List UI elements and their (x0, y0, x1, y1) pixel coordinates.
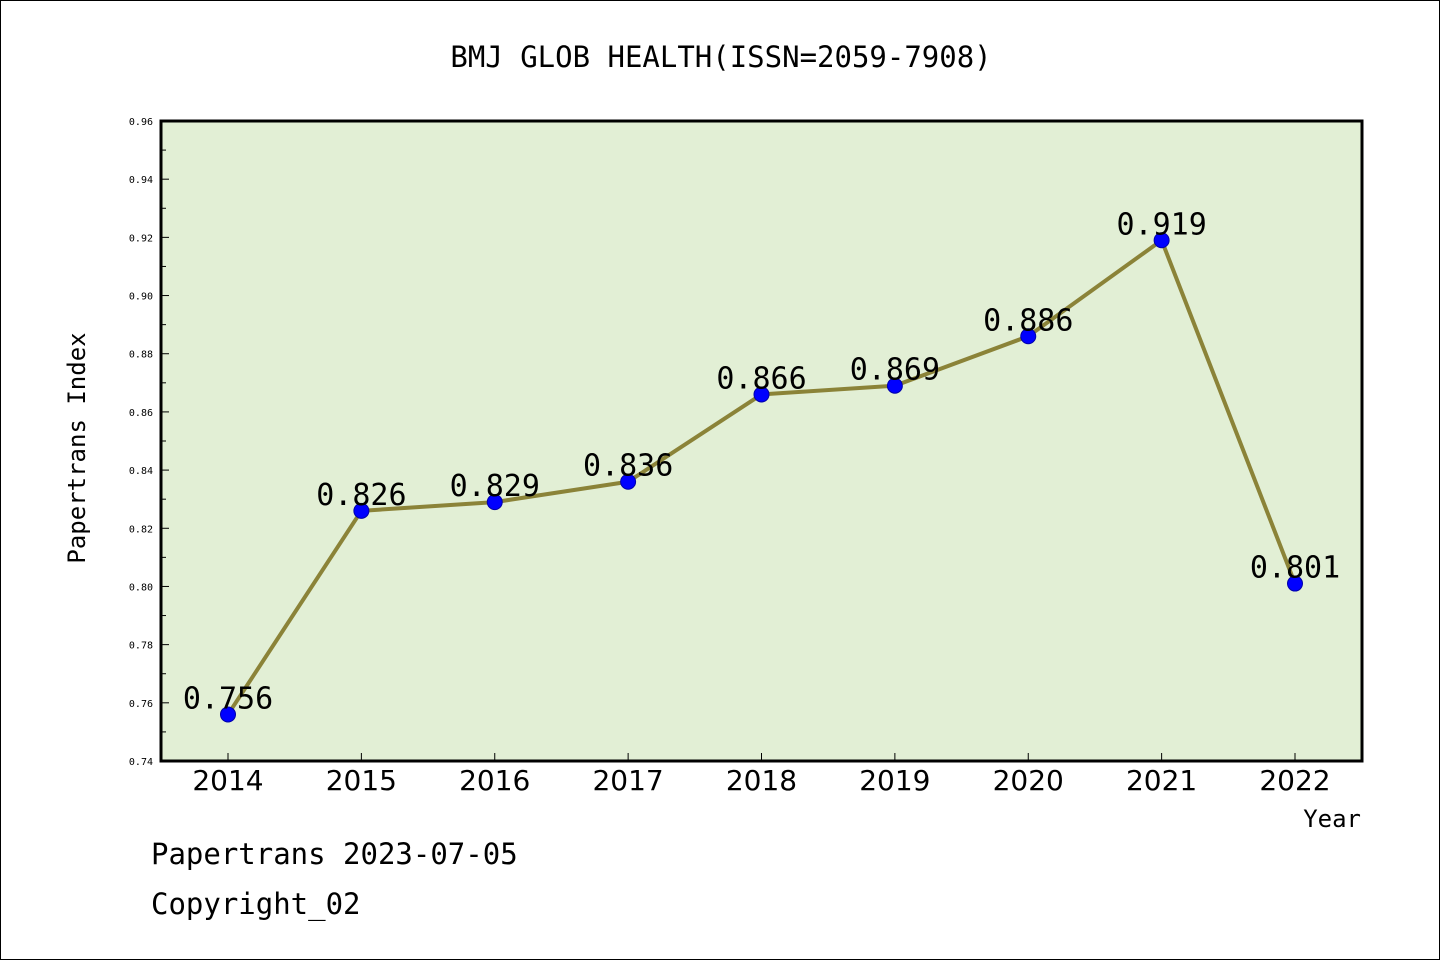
series-papertrans-index (220, 232, 1303, 723)
footer-date: Papertrans 2023-07-05 (151, 837, 518, 871)
chart-title: BMJ GLOB HEALTH(ISSN=2059-7908) (450, 40, 991, 74)
x-tick-label: 2014 (192, 764, 263, 797)
x-tick-label: 2021 (1126, 764, 1197, 797)
data-label: 0.869 (850, 353, 940, 388)
y-axis-title: Papertrans Index (63, 332, 91, 563)
data-point (220, 706, 236, 723)
x-tick-label: 2015 (326, 764, 397, 797)
data-label: 0.886 (983, 303, 1073, 338)
y-tick-label: 0.86 (129, 408, 153, 419)
data-point (353, 502, 370, 519)
data-point (1020, 328, 1037, 345)
x-tick-label: 2017 (592, 764, 663, 797)
y-axis: 0.74 0.76 0.78 0.80 0.82 0.84 0.86 0.88 0.90 0.92… (129, 117, 169, 768)
data-labels: 0.756 0.826 0.829 0.836 0.866 0.869 0.886 0.919… (183, 207, 1340, 716)
data-label: 0.829 (450, 469, 540, 504)
data-point (486, 494, 503, 511)
footer-copyright: Copyright_02 (151, 887, 361, 921)
x-tick-label: 2019 (859, 764, 930, 797)
x-tick-label: 2022 (1259, 764, 1330, 797)
data-label: 0.756 (183, 681, 273, 716)
y-tick-label: 0.80 (129, 582, 153, 593)
y-tick-label: 0.94 (129, 175, 153, 186)
data-point (1287, 575, 1303, 592)
y-tick-label: 0.88 (129, 350, 153, 361)
plot-area (159, 119, 1364, 763)
x-axis: 2014 2015 2016 2017 2018 2019 2020 2021 2022 (192, 753, 1331, 797)
y-tick-label: 0.78 (129, 641, 153, 652)
data-label: 0.919 (1116, 207, 1206, 242)
x-axis-title: Year (1303, 805, 1361, 833)
x-tick-label: 2016 (459, 764, 530, 797)
y-tick-label: 0.96 (129, 117, 153, 128)
y-tick-label: 0.84 (129, 466, 153, 477)
y-tick-label: 0.74 (129, 757, 153, 768)
x-tick-label: 2020 (993, 764, 1064, 797)
y-tick-label: 0.90 (129, 292, 153, 303)
data-label: 0.866 (716, 361, 806, 396)
y-tick-label: 0.76 (129, 699, 153, 710)
data-point (753, 386, 770, 403)
data-point (1153, 232, 1170, 249)
y-tick-label: 0.92 (129, 233, 153, 244)
data-label: 0.826 (316, 478, 406, 513)
data-label: 0.801 (1250, 551, 1340, 586)
data-point (620, 473, 637, 490)
data-point (886, 377, 903, 394)
x-tick-label: 2018 (726, 764, 797, 797)
data-label: 0.836 (583, 449, 673, 484)
y-tick-label: 0.82 (129, 524, 153, 535)
